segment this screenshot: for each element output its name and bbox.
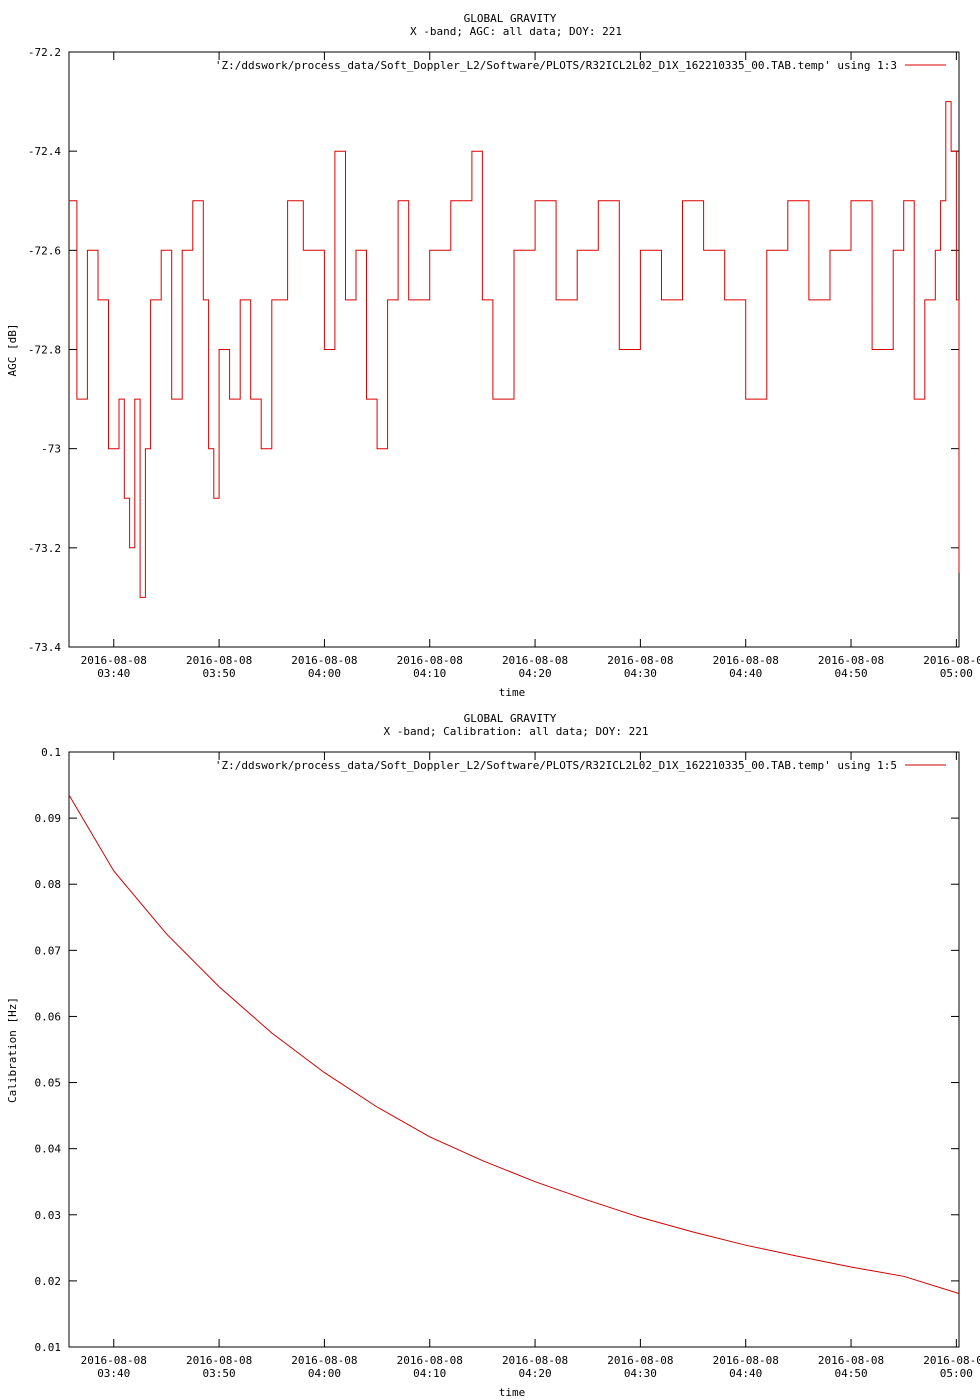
legend-label: 'Z:/ddswork/process_data/Soft_Doppler_L2… [215,59,897,72]
x-tick-label-time: 04:50 [834,667,867,680]
y-tick-label: 0.1 [41,746,61,759]
x-axis-label: time [499,686,526,699]
y-tick-label: 0.05 [35,1077,62,1090]
x-tick-label-time: 04:40 [729,1367,762,1380]
y-tick-label: 0.01 [35,1341,62,1354]
legend-label: 'Z:/ddswork/process_data/Soft_Doppler_L2… [215,759,897,772]
y-tick-label: -73.2 [28,542,61,555]
x-tick-label-time: 03:40 [97,667,130,680]
y-axis-label: AGC [dB] [6,324,19,377]
y-tick-label: 0.02 [35,1275,62,1288]
plot-frame [68,751,960,1348]
x-tick-label-time: 04:30 [624,1367,657,1380]
x-tick-label-time: 03:50 [203,667,236,680]
y-tick-label: -73.4 [28,641,61,654]
x-tick-label-date: 2016-08-08 [607,1354,673,1367]
y-tick-label: 0.09 [35,812,62,825]
x-tick-label-date: 2016-08-08 [818,1354,884,1367]
x-tick-label-time: 04:10 [413,667,446,680]
x-tick-label-date: 2016-08-08 [818,654,884,667]
y-tick-label: -72.8 [28,344,61,357]
x-tick-label-date: 2016-08-08 [502,654,568,667]
series-line [69,101,960,598]
x-tick-label-time: 04:30 [624,667,657,680]
x-tick-label-date: 2016-08-08 [607,654,673,667]
chart-subtitle: X -band; AGC: all data; DOY: 221 [410,25,622,38]
y-tick-label: 0.04 [35,1143,62,1156]
x-tick-label-date: 2016-08-08 [397,654,463,667]
y-tick-label: -72.2 [28,46,61,59]
x-axis-label: time [499,1386,526,1399]
x-tick-label-date: 2016-08-08 [186,1354,252,1367]
chart-title: GLOBAL GRAVITY [464,712,557,725]
x-tick-label-date: 2016-08-08 [81,1354,147,1367]
x-tick-label-time: 04:00 [308,1367,341,1380]
x-tick-label-time: 05:00 [940,667,973,680]
x-tick-label-date: 2016-08-08 [923,1354,980,1367]
chart-subtitle: X -band; Calibration: all data; DOY: 221 [384,725,649,738]
x-tick-label-date: 2016-08-08 [291,654,357,667]
y-tick-label: -72.6 [28,244,61,257]
x-tick-label-time: 03:50 [203,1367,236,1380]
x-tick-label-time: 04:40 [729,667,762,680]
x-tick-label-time: 04:20 [519,667,552,680]
series-line [68,794,960,1294]
y-tick-label: 0.07 [35,944,62,957]
x-tick-label-time: 04:00 [308,667,341,680]
x-tick-label-date: 2016-08-08 [81,654,147,667]
x-tick-label-date: 2016-08-08 [713,654,779,667]
agc-chart-panel: GLOBAL GRAVITY X -band; AGC: all data; D… [6,12,980,699]
x-tick-label-date: 2016-08-08 [397,1354,463,1367]
x-tick-label-date: 2016-08-08 [502,1354,568,1367]
x-tick-label-date: 2016-08-08 [186,654,252,667]
y-tick-label: -73 [41,443,61,456]
y-tick-label: 0.06 [35,1010,62,1023]
x-tick-label-date: 2016-08-08 [291,1354,357,1367]
x-tick-label-time: 03:40 [97,1367,130,1380]
calibration-chart-panel: GLOBAL GRAVITY X -band; Calibration: all… [6,712,980,1399]
y-tick-label: 0.08 [35,878,62,891]
x-tick-label-date: 2016-08-08 [923,654,980,667]
y-axis-label: Calibration [Hz] [6,997,19,1103]
y-tick-label: -72.4 [28,145,61,158]
x-tick-label-time: 04:50 [834,1367,867,1380]
x-tick-label-time: 04:20 [519,1367,552,1380]
x-tick-label-time: 05:00 [940,1367,973,1380]
y-tick-label: 0.03 [35,1209,62,1222]
chart-title: GLOBAL GRAVITY [464,12,557,25]
x-tick-label-time: 04:10 [413,1367,446,1380]
x-tick-label-date: 2016-08-08 [713,1354,779,1367]
